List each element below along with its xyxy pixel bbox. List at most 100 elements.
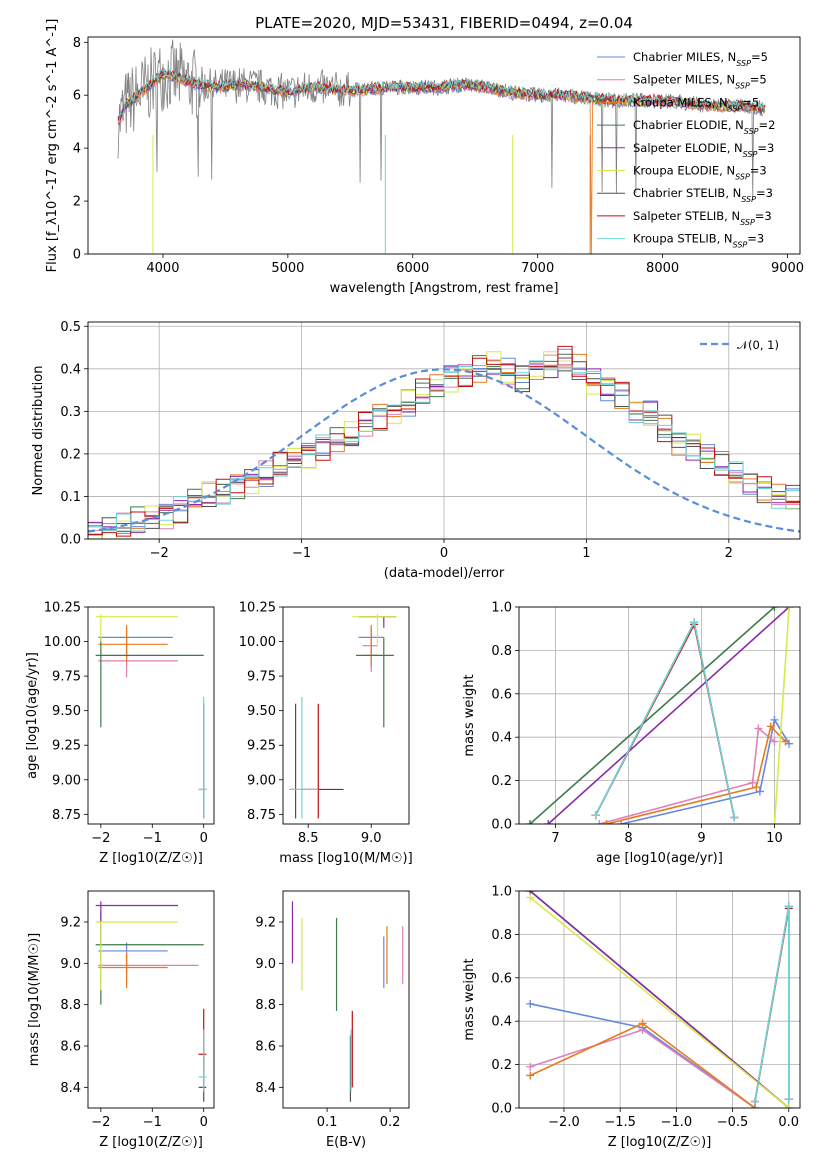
x-tick-label: 0.2 [380,1115,401,1130]
y-tick-label: 0.5 [60,320,81,335]
weight-marker-salpeter_miles [526,1062,535,1071]
weight-marker-kroupa_miles [602,820,611,824]
y-tick-label: 0.3 [60,405,81,420]
x-tick-label: 0.1 [317,1115,338,1130]
y-tick-label: 8.6 [60,1040,81,1055]
plot-area [525,607,794,824]
legend-label: Kroupa ELODIE, NSSP=3 [633,164,767,182]
legend-label: Chabrier MILES, NSSP=5 [633,50,768,68]
legend-label: 𝒩(0, 1) [737,338,779,352]
y-tick-label: 10.00 [44,635,81,650]
y-tick-label: 0 [73,248,81,263]
spectrum-panel: 4000 5000 6000 7000 8000 9000 0 2 4 6 8 wavelength … [45,19,804,296]
weight-marker-kroupa_stelib [690,618,699,627]
x-tick-label: −2 [91,831,110,846]
y-tick-label: 0.2 [491,774,512,789]
y-axis-label: Flux [f_λ10^-17 erg cm^-2 s^-1 A^-1] [45,19,60,273]
plot-area [95,901,207,1102]
y-tick-label: 8.75 [247,808,276,823]
x-axis-label: Z [log10(Z/Z☉)] [99,851,203,866]
axes-frame [282,606,410,825]
weight-marker-kroupa_elodie [784,1104,793,1108]
weight-marker-kroupa_stelib [730,813,739,822]
x-tick-label: 9 [697,831,705,846]
weight-marker-chabrier_miles [770,715,779,724]
x-tick-label: 0 [440,546,448,561]
y-tick-label: 0.8 [491,644,512,659]
x-tick-label: 4000 [146,261,179,276]
axes-frame [87,321,801,540]
legend-label: Salpeter STELIB, NSSP=3 [633,209,772,227]
x-tick-label: 8 [624,831,632,846]
x-tick-label: 8.5 [298,831,319,846]
weight-marker-salpeter_miles [754,724,763,733]
weight-line-salpeter_elodie [547,607,790,824]
y-tick-label: 0.0 [491,1102,512,1117]
plot-area [526,891,793,1108]
y-tick-label: 0.2 [491,1058,512,1073]
x-tick-label: 1 [582,546,590,561]
y-tick-label: 0.4 [60,362,81,377]
x-tick-label: −2 [150,546,169,561]
y-tick-label: 0.1 [60,490,81,505]
x-tick-label: −1.0 [661,1115,693,1130]
y-tick-label: 4 [73,142,81,157]
y-tick-label: 0.6 [491,971,512,986]
weight-marker-kroupa_miles [781,737,790,746]
weight-marker-kroupa_miles [526,1071,535,1080]
x-tick-label: 2 [725,546,733,561]
axes-frame [518,606,801,825]
weight-marker-kroupa_miles [638,1019,647,1028]
y-tick-label: 8.4 [60,1081,81,1096]
legend-label: Kroupa MILES, NSSP=5 [633,95,759,113]
weight-marker-salpeter_miles [595,820,604,824]
weight-marker-salpeter_miles [770,737,779,746]
y-tick-label: 0.0 [60,533,81,548]
x-tick-label: −1 [292,546,311,561]
weight-marker-chabrier_elodie [770,607,779,611]
y-tick-label: 10.25 [44,601,81,616]
weight-line-kroupa_elodie [529,896,790,1108]
y-tick-label: 10.25 [239,601,276,616]
weight-marker-kroupa_miles [766,722,775,731]
y-tick-label: 9.25 [52,739,81,754]
chart-title: PLATE=2020, MJD=53431, FIBERID=0494, z=0… [255,14,633,32]
mass-weight-vs-z-panel: −2.0 −1.5 −1.0 −0.5 0.0 0.0 0.2 0.4 0.6 0.8 1.0 Z [… [462,885,801,1150]
y-axis-label: mass [log10(M/M☉)] [27,933,42,1066]
y-tick-label: 8 [73,36,81,51]
legend-label: Chabrier ELODIE, NSSP=2 [633,118,775,136]
x-tick-label: −1 [143,1115,162,1130]
legend: Chabrier MILES, NSSP=5 Salpeter MILES, NS… [597,50,775,249]
y-tick-label: 1.0 [491,885,512,900]
x-axis-label: E(B-V) [326,1135,366,1150]
normal-curve [88,368,800,533]
y-tick-label: 9.50 [247,704,276,719]
weight-marker-chabrier_elodie [525,820,534,824]
age-vs-mass-panel: 8.5 9.0 8.75 9.00 9.25 9.50 9.75 10.00 10.25 mass… [239,601,413,867]
x-axis-label: Z [log10(Z/Z☉)] [608,1135,712,1150]
weight-marker-kroupa_stelib [751,1097,760,1106]
axes-frame [87,890,215,1109]
y-tick-label: 8.8 [255,998,276,1013]
y-axis-label: age [log10(age/yr)] [25,652,40,779]
plot-area [95,613,207,819]
y-tick-label: 8.6 [255,1040,276,1055]
y-tick-label: 2 [73,195,81,210]
axes-frame [87,606,215,825]
y-tick-label: 10.00 [239,635,276,650]
x-axis-label: Z [log10(Z/Z☉)] [99,1135,203,1150]
x-tick-label: 6000 [396,261,429,276]
residual-histogram-panel: −2 −1 0 1 2 0.0 0.1 0.2 0.3 0.4 0.5 (data-model)/er… [31,320,801,581]
x-axis-label: mass [log10(M/M☉)] [279,851,412,866]
y-tick-label: 0.4 [491,731,512,746]
weight-line-chabrier_elodie [529,607,776,824]
y-tick-label: 8.75 [52,808,81,823]
y-tick-label: 0.6 [491,687,512,702]
age-vs-z-panel: −2 −1 0 8.75 9.00 9.25 9.50 9.75 10.00 10.25 Z [lo… [25,601,215,866]
axes-frame [87,36,801,255]
plot-area [88,345,800,539]
weight-marker-kroupa_elodie [770,820,779,824]
weight-line-kroupa_elodie [773,607,790,824]
weight-line-kroupa_miles [606,724,786,824]
y-tick-label: 9.00 [52,773,81,788]
